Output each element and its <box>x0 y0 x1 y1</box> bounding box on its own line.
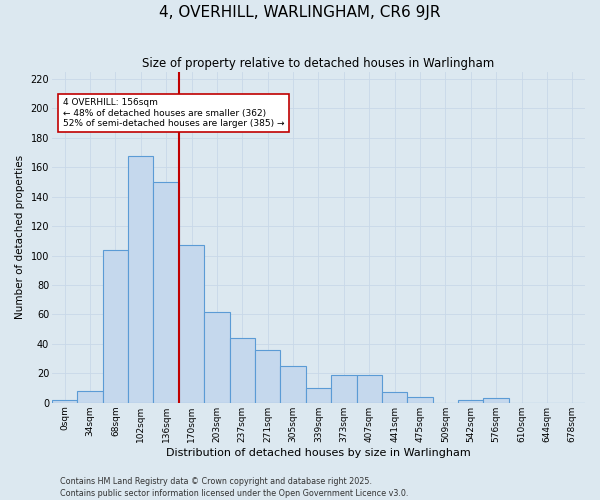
Bar <box>154 182 179 403</box>
Title: Size of property relative to detached houses in Warlingham: Size of property relative to detached ho… <box>142 58 494 70</box>
Text: 4 OVERHILL: 156sqm
← 48% of detached houses are smaller (362)
52% of semi-detach: 4 OVERHILL: 156sqm ← 48% of detached hou… <box>62 98 284 128</box>
Bar <box>458 400 484 403</box>
Bar <box>382 392 407 403</box>
Bar <box>331 375 356 403</box>
Bar <box>204 312 230 403</box>
Bar <box>103 250 128 403</box>
Bar <box>230 338 255 403</box>
Bar <box>484 398 509 403</box>
Text: 4, OVERHILL, WARLINGHAM, CR6 9JR: 4, OVERHILL, WARLINGHAM, CR6 9JR <box>159 5 441 20</box>
Bar <box>255 350 280 403</box>
Y-axis label: Number of detached properties: Number of detached properties <box>15 155 25 320</box>
Text: Contains HM Land Registry data © Crown copyright and database right 2025.
Contai: Contains HM Land Registry data © Crown c… <box>60 476 409 498</box>
Bar <box>356 375 382 403</box>
X-axis label: Distribution of detached houses by size in Warlingham: Distribution of detached houses by size … <box>166 448 471 458</box>
Bar <box>306 388 331 403</box>
Bar <box>52 400 77 403</box>
Bar <box>179 246 204 403</box>
Bar <box>77 391 103 403</box>
Bar <box>407 397 433 403</box>
Bar <box>128 156 154 403</box>
Bar <box>280 366 306 403</box>
